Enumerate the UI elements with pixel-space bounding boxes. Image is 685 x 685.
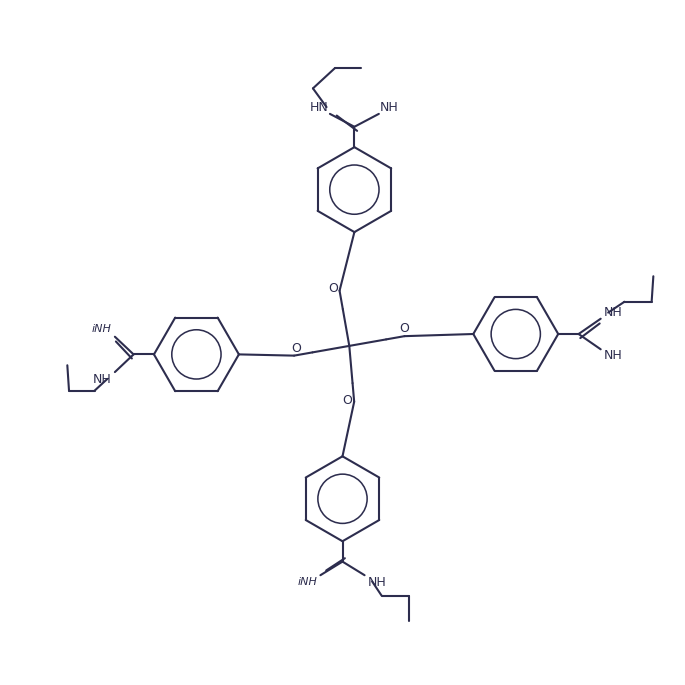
- Text: iNH: iNH: [297, 577, 317, 587]
- Text: HN: HN: [310, 101, 328, 114]
- Text: O: O: [291, 342, 301, 355]
- Text: NH: NH: [379, 101, 399, 114]
- Text: NH: NH: [368, 575, 387, 588]
- Text: NH: NH: [92, 373, 112, 386]
- Text: O: O: [329, 282, 338, 295]
- Text: O: O: [342, 394, 351, 406]
- Text: O: O: [399, 322, 410, 335]
- Text: NH: NH: [604, 349, 623, 362]
- Text: NH: NH: [604, 306, 623, 319]
- Text: iNH: iNH: [92, 324, 112, 334]
